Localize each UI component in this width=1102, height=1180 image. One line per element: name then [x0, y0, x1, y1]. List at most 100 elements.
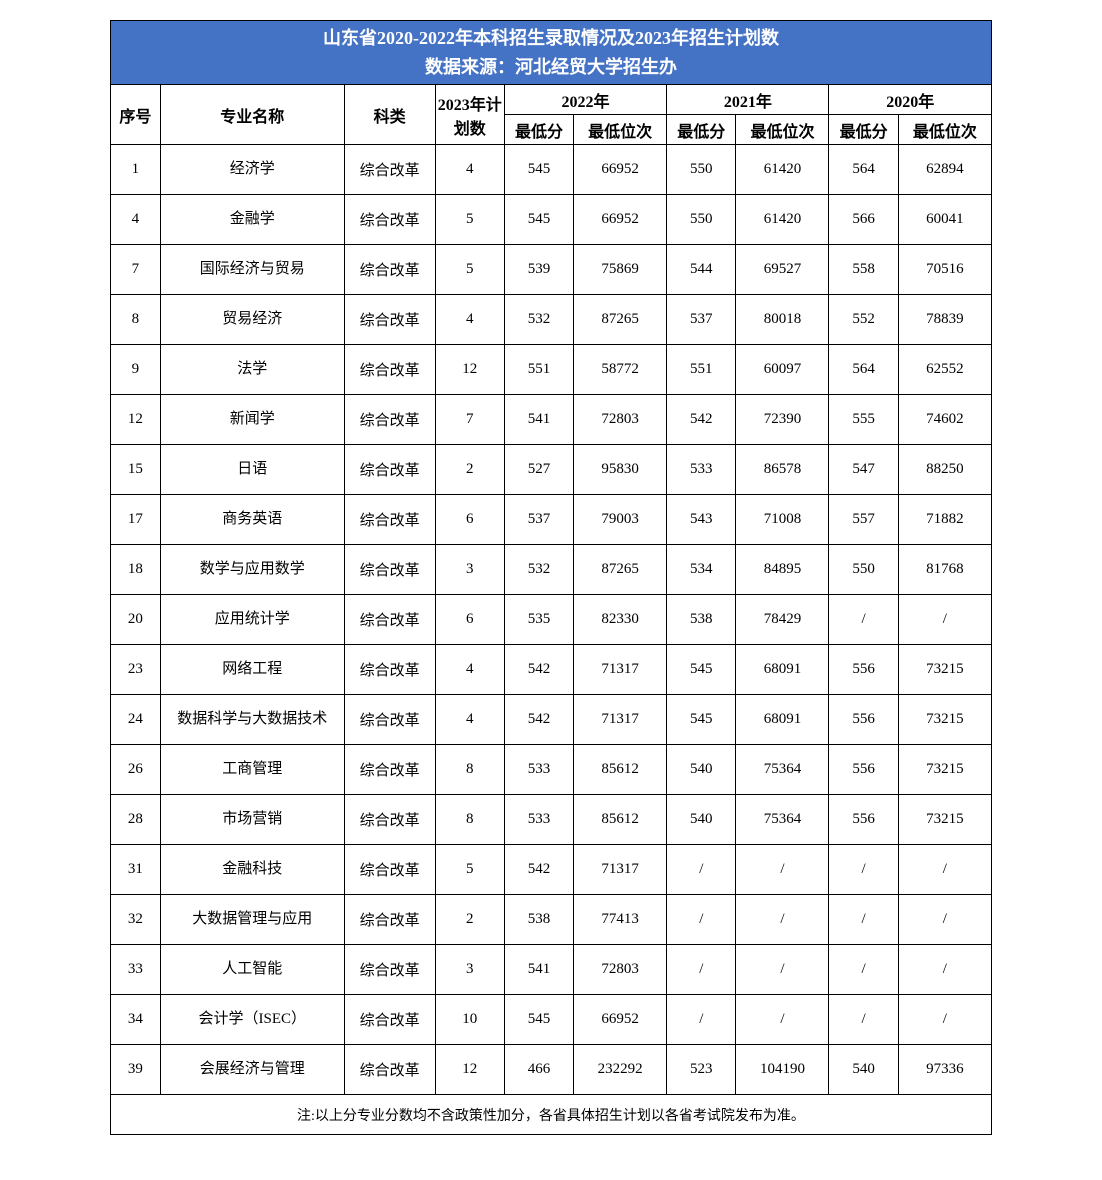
- rank-2022-cell: 71317: [574, 645, 667, 695]
- col-2021-rank: 最低位次: [736, 115, 829, 145]
- seq-cell: 34: [111, 995, 161, 1045]
- score-2022-cell: 533: [504, 795, 573, 845]
- major-cell: 会展经济与管理: [160, 1045, 344, 1095]
- col-2021: 2021年: [667, 85, 829, 115]
- table-row: 26工商管理综合改革8533856125407536455673215: [111, 745, 992, 795]
- category-cell: 综合改革: [344, 245, 435, 295]
- plan-cell: 2: [435, 445, 504, 495]
- rank-2022-cell: 82330: [574, 595, 667, 645]
- plan-cell: 2: [435, 895, 504, 945]
- category-cell: 综合改革: [344, 845, 435, 895]
- score-2021-cell: 534: [667, 545, 736, 595]
- major-cell: 金融科技: [160, 845, 344, 895]
- seq-cell: 18: [111, 545, 161, 595]
- title-line1: 山东省2020-2022年本科招生录取情况及2023年招生计划数: [323, 28, 779, 48]
- table-title: 山东省2020-2022年本科招生录取情况及2023年招生计划数 数据来源：河北…: [111, 21, 992, 85]
- table-row: 17商务英语综合改革6537790035437100855771882: [111, 495, 992, 545]
- score-2021-cell: /: [667, 845, 736, 895]
- category-cell: 综合改革: [344, 1045, 435, 1095]
- plan-cell: 7: [435, 395, 504, 445]
- col-2020: 2020年: [829, 85, 992, 115]
- plan-cell: 3: [435, 945, 504, 995]
- major-cell: 经济学: [160, 145, 344, 195]
- table-row: 32大数据管理与应用综合改革253877413////: [111, 895, 992, 945]
- seq-cell: 26: [111, 745, 161, 795]
- seq-cell: 7: [111, 245, 161, 295]
- score-2020-cell: /: [829, 595, 898, 645]
- major-cell: 网络工程: [160, 645, 344, 695]
- rank-2022-cell: 66952: [574, 195, 667, 245]
- table-row: 28市场营销综合改革8533856125407536455673215: [111, 795, 992, 845]
- footer-note: 注:以上分专业分数均不含政策性加分，各省具体招生计划以各省考试院发布为准。: [111, 1095, 992, 1135]
- plan-cell: 4: [435, 695, 504, 745]
- major-cell: 应用统计学: [160, 595, 344, 645]
- major-cell: 日语: [160, 445, 344, 495]
- plan-cell: 6: [435, 495, 504, 545]
- seq-cell: 1: [111, 145, 161, 195]
- table-row: 18数学与应用数学综合改革3532872655348489555081768: [111, 545, 992, 595]
- score-2022-cell: 527: [504, 445, 573, 495]
- category-cell: 综合改革: [344, 545, 435, 595]
- score-2020-cell: 540: [829, 1045, 898, 1095]
- category-cell: 综合改革: [344, 895, 435, 945]
- rank-2020-cell: 60041: [898, 195, 991, 245]
- score-2021-cell: 542: [667, 395, 736, 445]
- table-row: 12新闻学综合改革7541728035427239055574602: [111, 395, 992, 445]
- plan-cell: 4: [435, 145, 504, 195]
- score-2020-cell: 556: [829, 795, 898, 845]
- table-row: 31金融科技综合改革554271317////: [111, 845, 992, 895]
- score-2021-cell: 551: [667, 345, 736, 395]
- score-2020-cell: 556: [829, 745, 898, 795]
- score-2020-cell: 552: [829, 295, 898, 345]
- col-2022-rank: 最低位次: [574, 115, 667, 145]
- plan-cell: 6: [435, 595, 504, 645]
- major-cell: 市场营销: [160, 795, 344, 845]
- table-body: 1经济学综合改革45456695255061420564628944金融学综合改…: [111, 145, 992, 1095]
- score-2021-cell: 545: [667, 645, 736, 695]
- score-2022-cell: 542: [504, 845, 573, 895]
- score-2022-cell: 551: [504, 345, 573, 395]
- rank-2021-cell: 68091: [736, 645, 829, 695]
- footer-row: 注:以上分专业分数均不含政策性加分，各省具体招生计划以各省考试院发布为准。: [111, 1095, 992, 1135]
- rank-2020-cell: 81768: [898, 545, 991, 595]
- seq-cell: 20: [111, 595, 161, 645]
- score-2021-cell: 523: [667, 1045, 736, 1095]
- score-2022-cell: 542: [504, 695, 573, 745]
- rank-2021-cell: 60097: [736, 345, 829, 395]
- category-cell: 综合改革: [344, 145, 435, 195]
- seq-cell: 39: [111, 1045, 161, 1095]
- plan-cell: 12: [435, 1045, 504, 1095]
- seq-cell: 32: [111, 895, 161, 945]
- rank-2022-cell: 79003: [574, 495, 667, 545]
- score-2021-cell: /: [667, 995, 736, 1045]
- major-cell: 新闻学: [160, 395, 344, 445]
- plan-cell: 3: [435, 545, 504, 595]
- rank-2022-cell: 66952: [574, 145, 667, 195]
- major-cell: 大数据管理与应用: [160, 895, 344, 945]
- category-cell: 综合改革: [344, 395, 435, 445]
- score-2021-cell: 540: [667, 745, 736, 795]
- major-cell: 贸易经济: [160, 295, 344, 345]
- score-2020-cell: 566: [829, 195, 898, 245]
- rank-2020-cell: /: [898, 995, 991, 1045]
- category-cell: 综合改革: [344, 995, 435, 1045]
- plan-cell: 4: [435, 645, 504, 695]
- rank-2022-cell: 72803: [574, 945, 667, 995]
- category-cell: 综合改革: [344, 495, 435, 545]
- seq-cell: 8: [111, 295, 161, 345]
- category-cell: 综合改革: [344, 595, 435, 645]
- major-cell: 会计学（ISEC）: [160, 995, 344, 1045]
- score-2022-cell: 539: [504, 245, 573, 295]
- rank-2021-cell: 71008: [736, 495, 829, 545]
- table-row: 23网络工程综合改革4542713175456809155673215: [111, 645, 992, 695]
- col-major: 专业名称: [160, 85, 344, 145]
- col-2021-score: 最低分: [667, 115, 736, 145]
- rank-2020-cell: 62894: [898, 145, 991, 195]
- plan-cell: 5: [435, 845, 504, 895]
- col-2020-rank: 最低位次: [898, 115, 991, 145]
- col-plan: 2023年计划数: [435, 85, 504, 145]
- category-cell: 综合改革: [344, 295, 435, 345]
- rank-2020-cell: /: [898, 595, 991, 645]
- seq-cell: 31: [111, 845, 161, 895]
- score-2020-cell: /: [829, 945, 898, 995]
